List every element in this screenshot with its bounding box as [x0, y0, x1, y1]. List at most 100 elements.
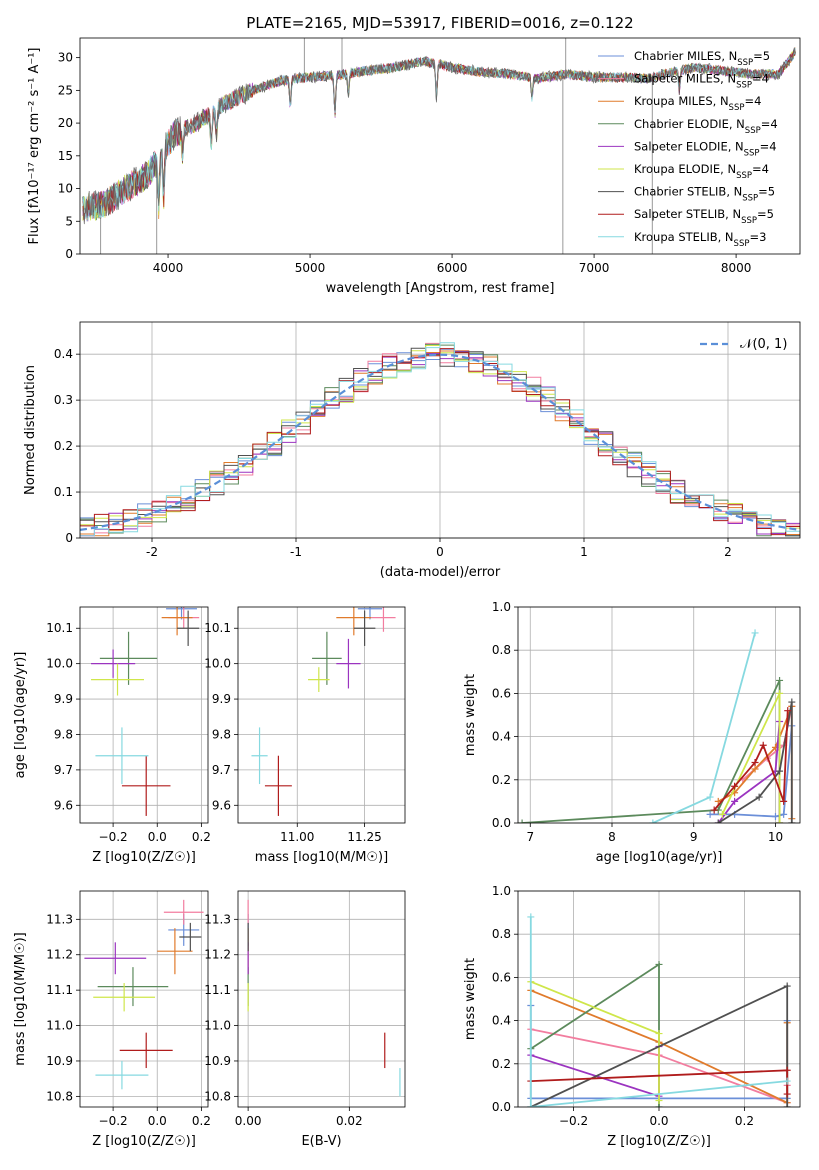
y-tick-label: 0.8 — [492, 643, 511, 657]
y-tick-label: 0 — [65, 531, 73, 545]
normal-curve — [80, 353, 800, 531]
weight-marker — [783, 1103, 791, 1107]
weight-marker — [655, 1103, 663, 1107]
weight-marker — [527, 913, 535, 921]
y-tick-label: 5 — [65, 214, 73, 228]
weight-series-line — [522, 680, 781, 823]
y-tick-label: 9.7 — [54, 763, 73, 777]
y-tick-label: 11.0 — [46, 1019, 73, 1033]
legend-label: Chabrier STELIB, NSSP=5 — [634, 185, 775, 204]
x-tick-label: 0 — [436, 545, 444, 559]
weight-vs-age-panel: 7 8 9 10 0.0 0.2 0.4 0.6 0.8 1.0 age [log10(age/yr… — [463, 600, 801, 865]
axes-frame — [237, 606, 406, 824]
weight-marker — [788, 819, 796, 823]
x-tick-label: 0.0 — [649, 1114, 668, 1128]
spectrum-lines — [82, 38, 797, 254]
weight-series-line — [530, 962, 660, 1107]
y-tick-label: 11.2 — [46, 948, 73, 962]
x-tick-label: 7 — [526, 830, 534, 844]
weight-marker — [706, 810, 714, 818]
y-tick-label: 0.4 — [492, 1014, 511, 1028]
x-tick-label: 2 — [724, 545, 732, 559]
weight-marker — [780, 810, 788, 818]
y-tick-label: 30 — [58, 51, 73, 65]
weight-marker — [776, 819, 784, 823]
y-tick-label: 10.8 — [46, 1089, 73, 1103]
y-tick-label: 0.6 — [492, 686, 511, 700]
weight-marker — [655, 960, 663, 968]
y-tick-label: 0.8 — [492, 927, 511, 941]
legend-label: Kroupa STELIB, NSSP=3 — [634, 230, 766, 249]
weight-marker — [776, 676, 784, 684]
y-tick-label: 1.0 — [492, 600, 511, 614]
y-tick-label: 0.6 — [492, 970, 511, 984]
y-tick-label: 0.0 — [492, 1100, 511, 1114]
axes-frame — [79, 606, 209, 824]
x-tick-label: 11.00 — [280, 830, 314, 844]
x-axis-label: Z [log10(Z/Z☉)] — [92, 850, 196, 865]
weight-vs-z-panel: −0.2 0.0 0.2 0.0 0.2 0.4 0.6 0.8 1.0 Z [log10(Z/Z… — [463, 884, 801, 1149]
legend-label: Chabrier MILES, NSSP=5 — [634, 49, 770, 68]
y-tick-label: 9.9 — [212, 692, 231, 706]
weight-marker — [751, 759, 759, 767]
y-tick-label: 11.1 — [204, 983, 231, 997]
age-vs-z-panel: −0.2 0.0 0.2 9.6 9.7 9.8 9.9 10.0 10.1 Z [log10(Z… — [13, 606, 211, 865]
weight-marker — [714, 819, 722, 823]
y-axis-label: Flux [fλ10⁻¹⁷ erg cm⁻² s⁻¹ A⁻¹] — [27, 48, 42, 245]
weight-marker — [731, 782, 739, 790]
histogram-panel: -2 -1 0 1 2 0 0.1 0.2 0.3 0.4 (data-model)/error No… — [23, 321, 801, 580]
y-axis-label: mass [log10(M/M☉)] — [13, 932, 28, 1065]
y-tick-label: 10.0 — [204, 657, 231, 671]
legend-label: Kroupa MILES, NSSP=4 — [634, 94, 761, 113]
legend-label: Salpeter ELODIE, NSSP=4 — [634, 139, 777, 158]
weight-marker — [771, 813, 779, 821]
x-tick-label: 10 — [768, 830, 783, 844]
weight-marker — [655, 1030, 663, 1038]
x-axis-label: Z [log10(Z/Z☉)] — [607, 1134, 711, 1149]
x-tick-label: 8000 — [721, 261, 752, 275]
y-tick-label: 9.6 — [212, 798, 231, 812]
axes-frame — [79, 37, 801, 255]
y-axis-label: mass weight — [463, 958, 478, 1040]
y-tick-label: 1.0 — [492, 884, 511, 898]
y-tick-label: 0.3 — [54, 393, 73, 407]
x-tick-label: 7000 — [579, 261, 610, 275]
x-tick-label: 0.2 — [735, 1114, 754, 1128]
y-tick-label: 10 — [58, 182, 73, 196]
weight-marker — [783, 982, 791, 990]
weight-marker — [718, 810, 726, 818]
y-tick-label: 9.7 — [212, 763, 231, 777]
y-tick-label: 10.1 — [46, 621, 73, 635]
histogram-steps — [80, 342, 800, 537]
y-tick-label: 0.4 — [492, 730, 511, 744]
y-tick-label: 11.3 — [46, 912, 73, 926]
weight-marker — [783, 1077, 791, 1085]
axes-frame — [79, 890, 209, 1108]
histogram-series — [80, 342, 800, 537]
x-axis-label: E(B-V) — [301, 1134, 341, 1149]
y-tick-label: 0 — [65, 247, 73, 261]
y-tick-label: 9.8 — [54, 727, 73, 741]
errorbars — [251, 607, 396, 816]
axes-frame — [237, 890, 406, 1108]
weight-marker — [759, 741, 767, 749]
y-axis-label: Normed distribution — [23, 365, 38, 495]
errorbars — [247, 899, 401, 1097]
x-axis-label: (data-model)/error — [380, 565, 501, 580]
legend-label: 𝒩(0, 1) — [740, 337, 787, 352]
x-tick-label: 8 — [608, 830, 616, 844]
x-tick-label: 1 — [580, 545, 588, 559]
weight-lines — [518, 629, 796, 823]
x-tick-label: 0.0 — [148, 830, 167, 844]
weight-marker — [751, 765, 759, 773]
legend-label: Kroupa ELODIE, NSSP=4 — [634, 162, 769, 181]
x-tick-label: 0.2 — [192, 1114, 211, 1128]
y-tick-label: 10.1 — [204, 621, 231, 635]
weight-marker — [518, 819, 526, 823]
weight-lines — [527, 913, 791, 1107]
x-tick-label: 0.00 — [235, 1114, 262, 1128]
y-tick-label: 11.0 — [204, 1019, 231, 1033]
errorbars — [84, 899, 204, 1090]
axes-frame — [517, 606, 801, 824]
